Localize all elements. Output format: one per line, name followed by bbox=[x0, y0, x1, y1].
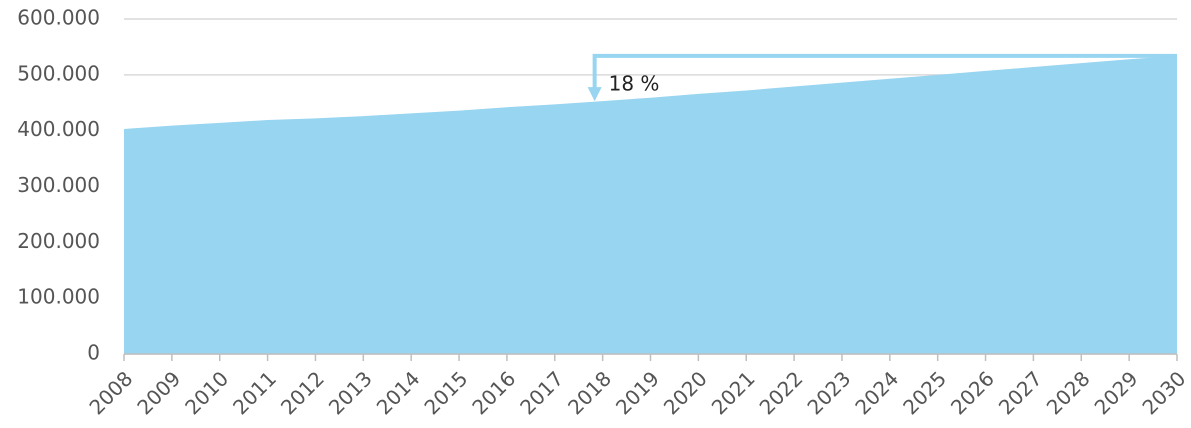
y-tick-label: 600.000 bbox=[17, 6, 100, 30]
x-tick-label: 2021 bbox=[707, 366, 760, 419]
y-tick-label: 400.000 bbox=[17, 117, 100, 141]
x-tick-label: 2025 bbox=[898, 366, 951, 419]
y-tick-label: 200.000 bbox=[17, 229, 100, 253]
x-tick-label: 2012 bbox=[276, 366, 329, 419]
x-tick-label: 2024 bbox=[850, 366, 903, 419]
annotation: 18 % bbox=[609, 71, 660, 95]
area bbox=[124, 55, 1177, 354]
x-tick-label: 2026 bbox=[946, 366, 999, 419]
x-tick-label: 2009 bbox=[132, 366, 185, 419]
y-tick-label: 300.000 bbox=[17, 173, 100, 197]
x-tick-label: 2028 bbox=[1042, 366, 1095, 419]
x-tick-label: 2022 bbox=[755, 366, 808, 419]
x-tick-label: 2008 bbox=[84, 366, 137, 419]
x-tick-label: 2017 bbox=[515, 366, 568, 419]
x-tick-label: 2019 bbox=[611, 366, 664, 419]
x-tick-label: 2011 bbox=[228, 366, 281, 419]
x-tick-label: 2027 bbox=[994, 366, 1047, 419]
x-tick-label: 2010 bbox=[180, 366, 233, 419]
y-tick-label: 100.000 bbox=[17, 285, 100, 309]
annotation-arrowhead bbox=[587, 87, 602, 102]
x-tick-label: 2016 bbox=[467, 366, 520, 419]
x-tick-label: 2013 bbox=[324, 366, 377, 419]
annotation-arrow bbox=[592, 53, 1177, 90]
x-tick-label: 2020 bbox=[659, 366, 712, 419]
x-tick-label: 2018 bbox=[563, 366, 616, 419]
x-tick-label: 2030 bbox=[1137, 366, 1190, 419]
x-tick-label: 2014 bbox=[372, 366, 425, 419]
x-tick-label: 2029 bbox=[1090, 366, 1143, 419]
x-tick-label: 2015 bbox=[420, 366, 473, 419]
x-tick-label: 2023 bbox=[802, 366, 855, 419]
y-tick-label: 0 bbox=[87, 341, 100, 365]
y-tick-label: 500.000 bbox=[17, 61, 100, 85]
